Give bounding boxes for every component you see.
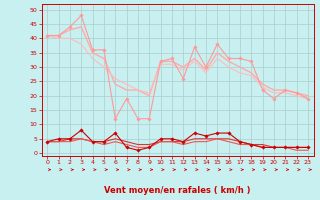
Text: Vent moyen/en rafales ( km/h ): Vent moyen/en rafales ( km/h )	[104, 186, 251, 195]
